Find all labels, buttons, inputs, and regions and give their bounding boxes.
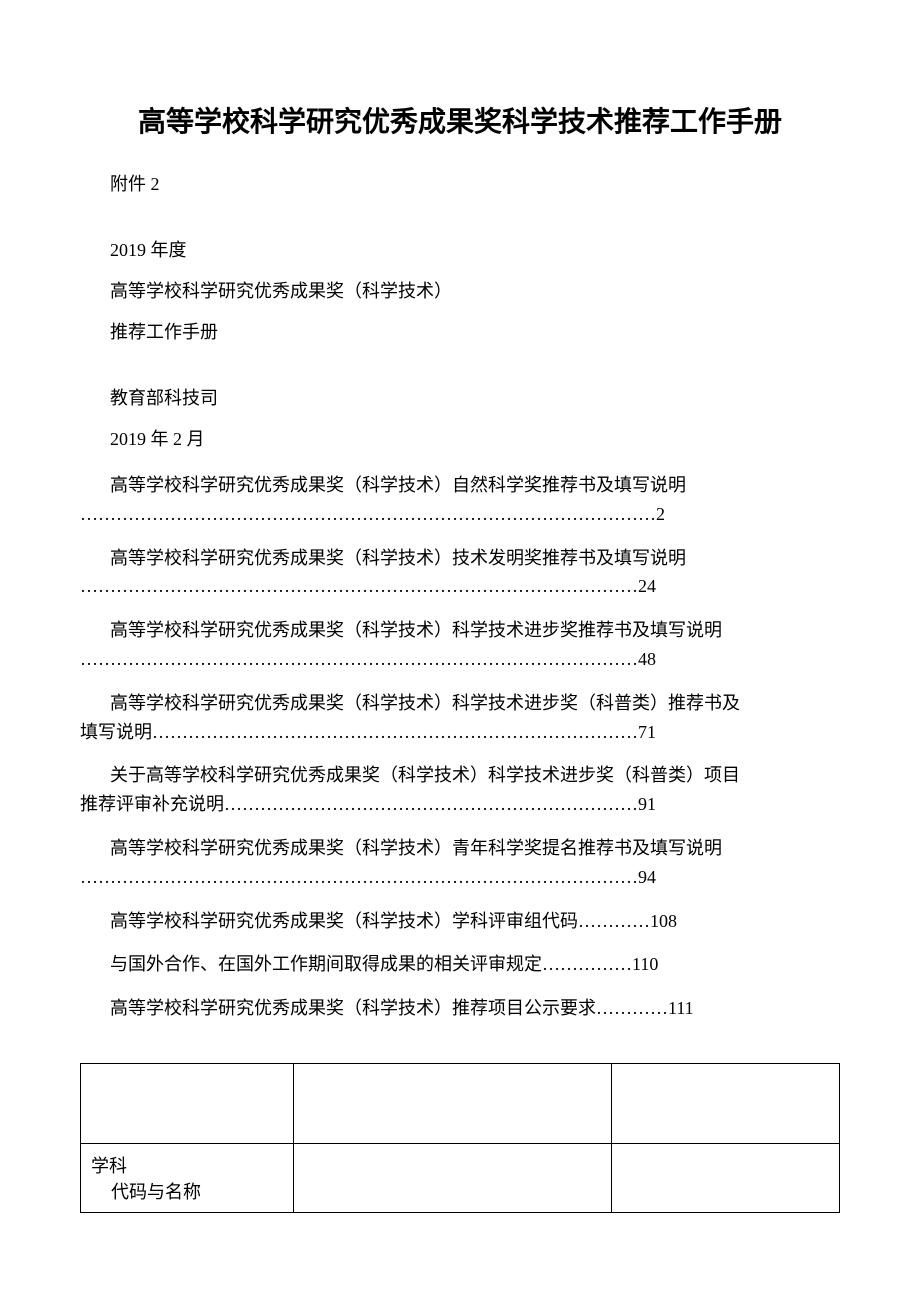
table-row: 学科 代码与名称 [81,1143,840,1212]
table-cell-subject: 学科 代码与名称 [81,1143,294,1212]
attachment-label: 附件 2 [80,170,840,196]
table-cell [612,1143,840,1212]
document-title: 高等学校科学研究优秀成果奖科学技术推荐工作手册 [80,100,840,140]
toc-item-9: 高等学校科学研究优秀成果奖（科学技术）推荐项目公示要求…………111 [80,994,840,1023]
toc-item-1-page: ……………………………………………………………………………………2 [80,504,665,524]
toc-item-2-page: …………………………………………………………………………………24 [80,576,656,596]
department-label: 教育部科技司 [80,384,840,410]
toc-item-4: 高等学校科学研究优秀成果奖（科学技术）科学技术进步奖（科普类）推荐书及 填写说明… [80,689,840,747]
toc-item-2-text: 高等学校科学研究优秀成果奖（科学技术）技术发明奖推荐书及填写说明 [80,544,840,573]
toc-item-8: 与国外合作、在国外工作期间取得成果的相关评审规定……………110 [80,950,840,979]
subtitle-line-2: 推荐工作手册 [80,318,840,344]
toc-item-7: 高等学校科学研究优秀成果奖（科学技术）学科评审组代码…………108 [80,907,840,936]
table-cell [81,1063,294,1143]
toc-item-6-page: …………………………………………………………………………………94 [80,867,656,887]
toc-item-4-text: 高等学校科学研究优秀成果奖（科学技术）科学技术进步奖（科普类）推荐书及 [80,689,840,718]
toc-item-3: 高等学校科学研究优秀成果奖（科学技术）科学技术进步奖推荐书及填写说明 ……………… [80,616,840,674]
table-cell [293,1063,612,1143]
toc-item-3-page: …………………………………………………………………………………48 [80,649,656,669]
subtitle-line-1: 高等学校科学研究优秀成果奖（科学技术） [80,277,840,303]
subject-table: 学科 代码与名称 [80,1063,840,1213]
date-label: 2019 年 2 月 [80,425,840,451]
table-row [81,1063,840,1143]
toc-item-2: 高等学校科学研究优秀成果奖（科学技术）技术发明奖推荐书及填写说明 …………………… [80,544,840,602]
year-label: 2019 年度 [80,236,840,262]
toc-item-6-text: 高等学校科学研究优秀成果奖（科学技术）青年科学奖提名推荐书及填写说明 [80,834,840,863]
toc-item-5: 关于高等学校科学研究优秀成果奖（科学技术）科学技术进步奖（科普类）项目 推荐评审… [80,761,840,819]
toc-item-5-text: 关于高等学校科学研究优秀成果奖（科学技术）科学技术进步奖（科普类）项目 [80,761,840,790]
table-cell [612,1063,840,1143]
subject-label-line2: 代码与名称 [91,1178,283,1204]
table-cell [293,1143,612,1212]
subject-label-line1: 学科 [91,1152,283,1178]
toc-item-6: 高等学校科学研究优秀成果奖（科学技术）青年科学奖提名推荐书及填写说明 ……………… [80,834,840,892]
toc-item-1-text: 高等学校科学研究优秀成果奖（科学技术）自然科学奖推荐书及填写说明 [80,471,840,500]
toc-item-1: 高等学校科学研究优秀成果奖（科学技术）自然科学奖推荐书及填写说明 …………………… [80,471,840,529]
toc-item-4-page: 填写说明………………………………………………………………………71 [80,722,656,742]
toc-item-5-page: 推荐评审补充说明……………………………………………………………91 [80,794,656,814]
toc-item-3-text: 高等学校科学研究优秀成果奖（科学技术）科学技术进步奖推荐书及填写说明 [80,616,840,645]
